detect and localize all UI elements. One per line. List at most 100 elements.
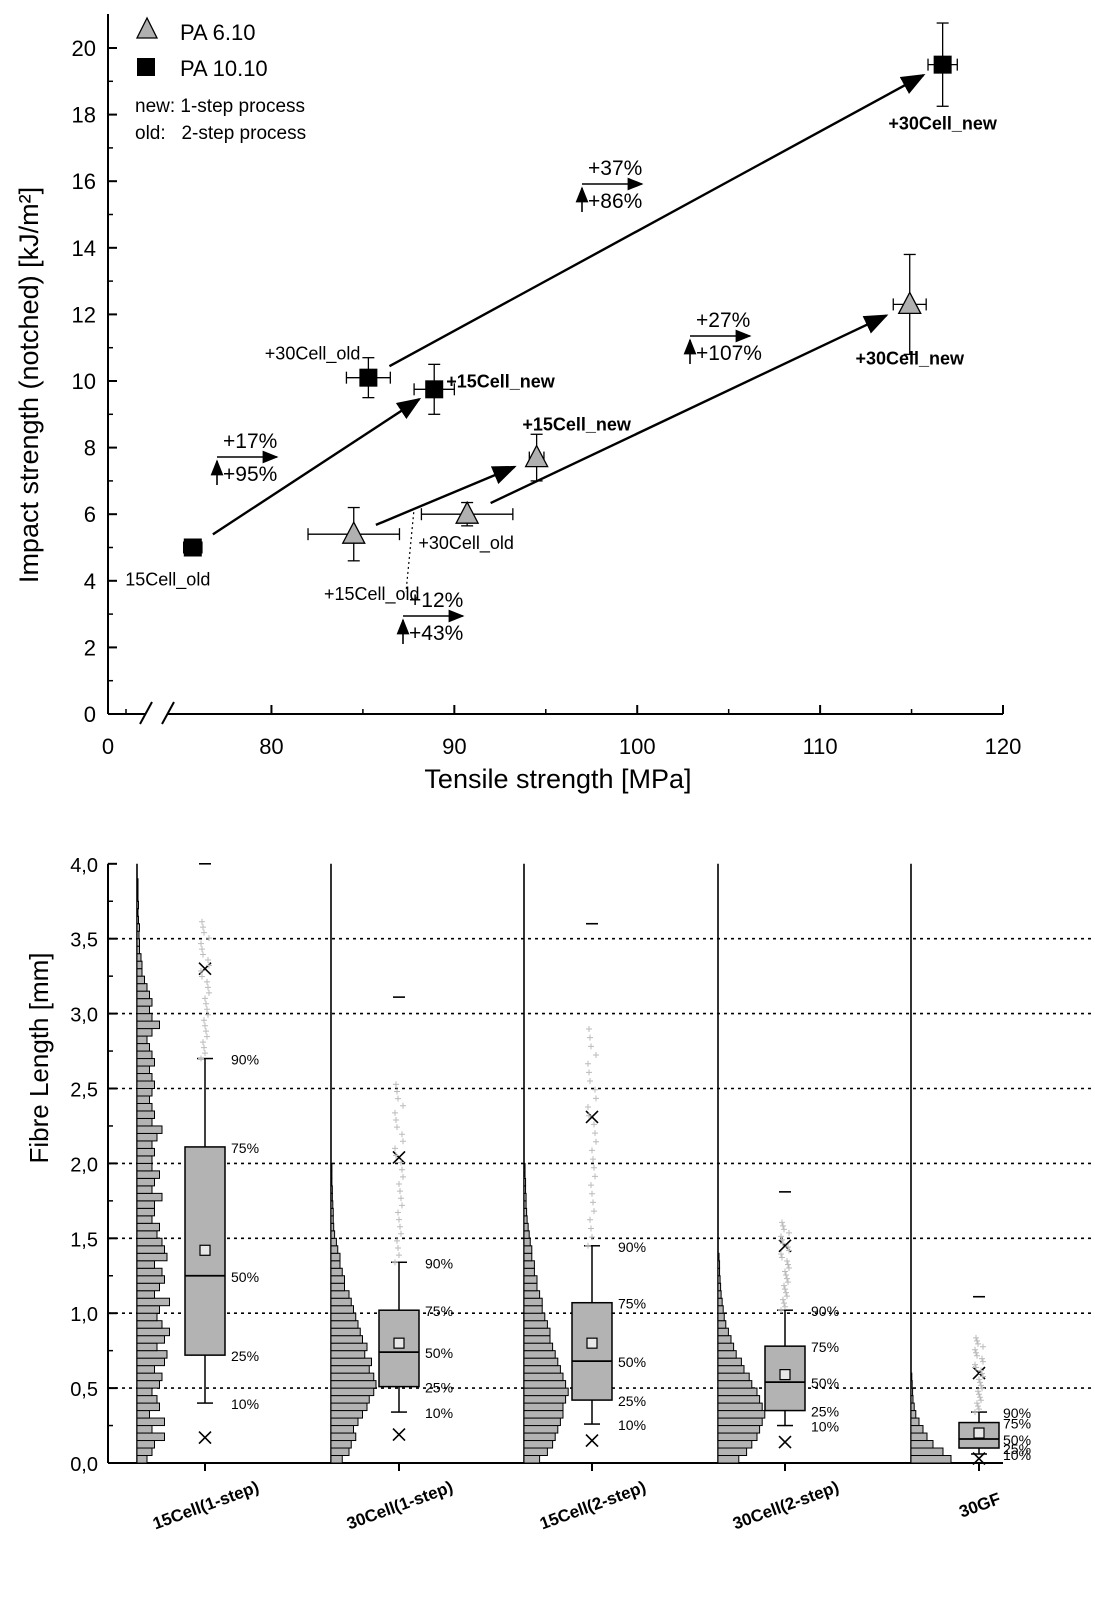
outlier-point: [779, 1254, 785, 1261]
outlier-point: [392, 1145, 398, 1152]
histogram-bar: [136, 1192, 163, 1202]
impact-improvement-label: +95%: [223, 463, 277, 486]
histogram-bar: [717, 1440, 753, 1449]
histogram-bar: [330, 1222, 335, 1232]
histogram-bar: [523, 1320, 548, 1329]
data-point-square: [183, 538, 202, 557]
axis-break-mark: [161, 701, 175, 725]
histogram-bar: [136, 1095, 150, 1104]
outlier-point: [980, 1373, 986, 1380]
histogram-bar: [330, 1372, 375, 1382]
outlier-point: [976, 1391, 982, 1398]
percentile-cross-marker: [585, 1110, 599, 1124]
histogram-bar: [910, 1432, 928, 1442]
outlier-point: [589, 1234, 595, 1241]
chart2-axes: 0,0 0,5 1,0 1,5 2,0 2,5 3,0 3,5 4,0: [70, 855, 1003, 1476]
percentile-label: 75%: [231, 1140, 259, 1156]
histogram-bar: [717, 1342, 735, 1352]
histogram-bar: [136, 1237, 163, 1247]
percentile-label: 50%: [425, 1345, 453, 1361]
histogram-bar: [523, 1455, 541, 1464]
category-label: 15Cell(1-step): [150, 1477, 261, 1533]
outlier-point: [399, 1202, 405, 1209]
category-label: 30Cell(1-step): [344, 1477, 455, 1533]
trend-arrow: [490, 314, 889, 505]
outlier-point: [977, 1394, 983, 1401]
histogram-bar: [523, 1440, 554, 1449]
histogram-bar: [910, 1455, 952, 1464]
mean-marker: [393, 1337, 405, 1349]
y-tick-label: 14: [72, 236, 96, 261]
outlier-point: [394, 1237, 400, 1244]
outlier-point: [200, 951, 206, 958]
outlier-point: [785, 1279, 791, 1286]
outlier-point: [395, 1209, 401, 1216]
y-tick-label: 0,0: [70, 1454, 98, 1476]
histogram-bar: [523, 1185, 527, 1194]
histogram-bar: [136, 1447, 153, 1457]
outlier-point: [974, 1400, 980, 1407]
outlier-point: [585, 1104, 591, 1111]
percentile-label: 75%: [425, 1303, 453, 1319]
histogram-bar: [136, 1267, 163, 1277]
histogram-bar: [136, 915, 139, 925]
outlier-point: [782, 1268, 788, 1275]
outlier-point: [592, 1173, 598, 1180]
chart1-trend-arrows: [212, 74, 926, 593]
histogram-bar: [330, 1162, 333, 1172]
outlier-point: [206, 935, 212, 942]
outlier-point: [591, 1164, 597, 1171]
histogram-bar: [717, 1275, 721, 1284]
histogram-bar: [330, 1230, 336, 1239]
tensile-improvement-label: +12%: [409, 589, 463, 612]
outlier-point: [201, 1044, 207, 1051]
percentile-cross-marker: [585, 1433, 599, 1448]
outlier-point: [978, 1382, 984, 1389]
box: [958, 1421, 1000, 1449]
trend-arrow: [375, 465, 517, 527]
histogram-bar: [717, 1327, 729, 1337]
percentile-label: 50%: [618, 1354, 646, 1370]
percentile-label: 50%: [811, 1375, 839, 1391]
histogram-bar: [330, 1177, 333, 1187]
histogram-bar: [330, 1260, 341, 1269]
histogram-bar: [136, 1275, 165, 1284]
histogram-bar: [330, 1335, 363, 1344]
histogram-bar: [330, 1275, 345, 1284]
histogram-bar: [136, 1200, 155, 1209]
outlier-point: [206, 989, 212, 996]
histogram-bar: [910, 1425, 924, 1434]
percentile-label: 10%: [811, 1419, 839, 1435]
outlier-point: [783, 1272, 789, 1279]
outlier-point: [592, 1130, 598, 1137]
histogram-bar: [136, 1455, 148, 1464]
histogram-bar: [523, 1290, 541, 1299]
histogram-bar: [136, 1185, 153, 1194]
y-tick-label: 1,0: [70, 1304, 98, 1326]
point-label: +15Cell_new: [522, 415, 632, 435]
histogram-bar: [136, 1162, 153, 1172]
histogram-bar: [717, 1260, 721, 1269]
histogram-bar: [523, 1170, 526, 1179]
outlier-point: [400, 1102, 406, 1109]
histogram-bar: [136, 1312, 158, 1322]
histogram-bar: [136, 1440, 155, 1449]
histogram-bar: [136, 945, 140, 955]
outlier-point: [591, 1208, 597, 1215]
histogram-bar: [523, 1387, 569, 1397]
percentile-cross-marker: [392, 1150, 406, 1164]
outlier-point: [198, 940, 204, 947]
histogram-bar: [717, 1290, 722, 1299]
histogram-bar: [330, 1380, 377, 1389]
y-tick-label: 20: [72, 36, 96, 61]
histogram-bar: [136, 1410, 150, 1419]
percentile-label: 25%: [618, 1393, 646, 1409]
histogram-bar: [523, 1372, 564, 1382]
point-label: +30Cell_old: [265, 344, 361, 365]
histogram-bar: [136, 930, 140, 940]
outlier-point: [974, 1352, 980, 1359]
category-label: 30Cell(2-step): [730, 1477, 841, 1533]
histogram-bar: [136, 1395, 158, 1404]
histogram-bar: [523, 1380, 567, 1389]
histogram-bar: [910, 1447, 944, 1457]
